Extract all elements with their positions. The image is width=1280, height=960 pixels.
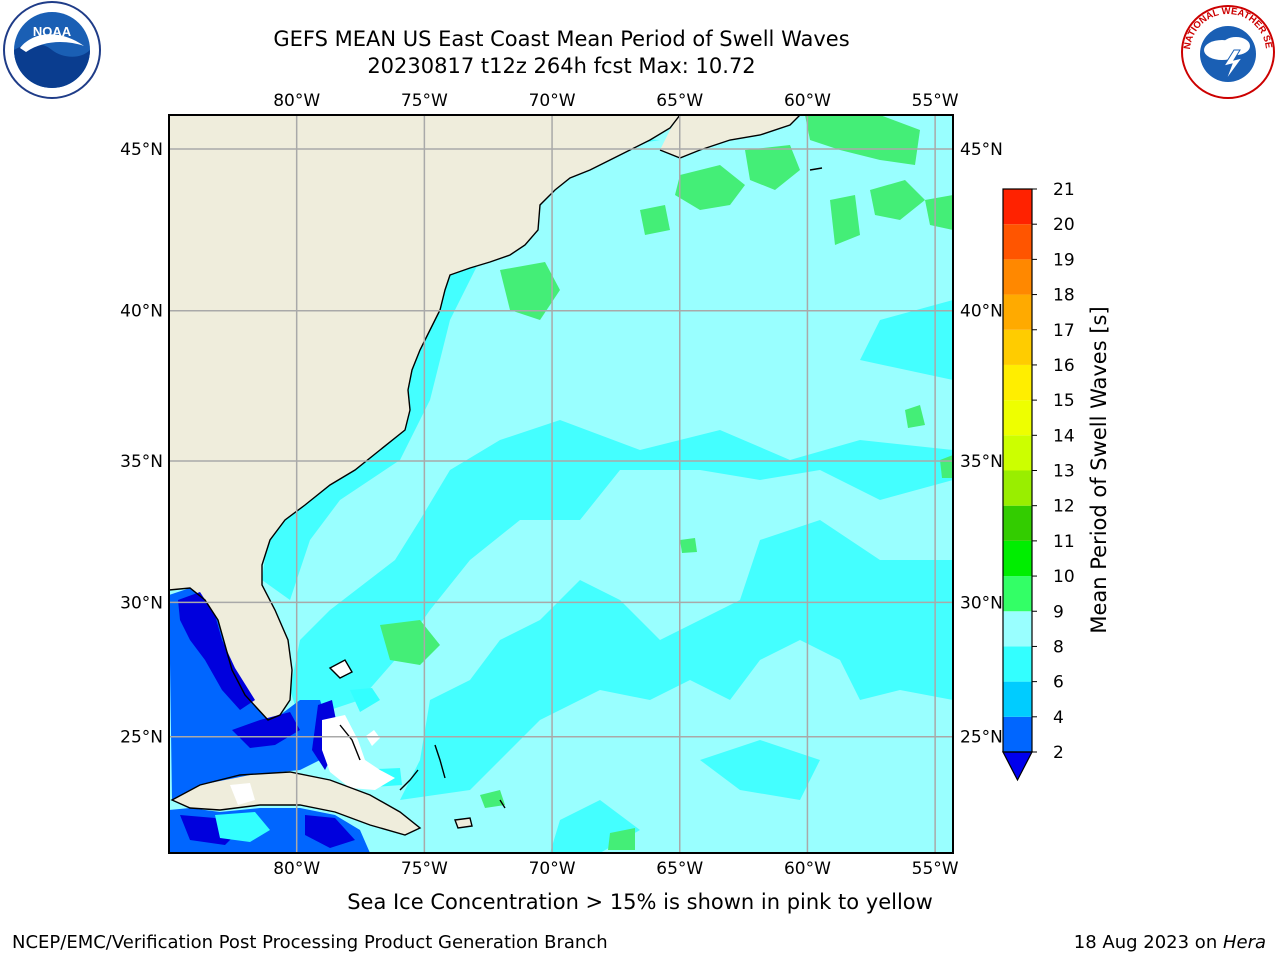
credit-text: NCEP/EMC/Verification Post Processing Pr… — [12, 932, 608, 953]
lat-label-right: 25°N — [960, 728, 1003, 748]
lon-label-top: 55°W — [912, 91, 959, 111]
colorbar-tick-label: 16 — [1053, 356, 1075, 376]
lon-label-top: 70°W — [529, 91, 576, 111]
lat-label-left: 30°N — [120, 593, 163, 613]
lon-labels-bottom: 80°W 75°W 70°W 65°W 60°W 55°W — [273, 859, 959, 879]
colorbar-segment — [1003, 470, 1032, 506]
colorbar-segment — [1003, 646, 1032, 682]
lat-label-right: 30°N — [960, 593, 1003, 613]
lon-label-top: 65°W — [656, 91, 703, 111]
sea-ice-note: Sea Ice Concentration > 15% is shown in … — [347, 890, 933, 914]
host-name: Hera — [1222, 932, 1266, 953]
lon-label-bottom: 60°W — [784, 859, 831, 879]
colorbar-segment — [1003, 400, 1032, 436]
colorbar-tick-label: 11 — [1053, 532, 1075, 552]
date-stamp: 18 Aug 2023 on Hera — [1074, 932, 1266, 953]
colorbar-segment — [1003, 364, 1032, 401]
swell-band-9-10 — [380, 115, 953, 850]
colorbar-label: Mean Period of Swell Waves [s] — [1087, 306, 1111, 633]
colorbar-tick-label: 17 — [1053, 321, 1075, 341]
lat-label-right: 40°N — [960, 302, 1003, 322]
colorbar-segment — [1003, 716, 1032, 752]
colorbar-tick-label: 18 — [1053, 286, 1075, 306]
colorbar-tick-label: 8 — [1053, 637, 1064, 657]
noaa-logo: NOAA — [3, 1, 101, 99]
noaa-logo-text: NOAA — [33, 24, 72, 39]
colorbar-segment — [1003, 329, 1032, 365]
colorbar-segment — [1003, 540, 1032, 577]
lon-label-bottom: 55°W — [912, 859, 959, 879]
lat-label-left: 25°N — [120, 728, 163, 748]
swell-band-under-2 — [178, 592, 355, 848]
colorbar-tick-label: 4 — [1053, 708, 1064, 728]
colorbar-segment — [1003, 505, 1032, 541]
colorbar-segment — [1003, 435, 1032, 471]
colorbar-tick-label: 10 — [1053, 567, 1075, 587]
colorbar-segment — [1003, 224, 1032, 260]
nws-logo: NATIONAL WEATHER SERVICE — [1176, 0, 1275, 99]
lat-label-right: 45°N — [960, 140, 1003, 160]
colorbar-tick-label: 12 — [1053, 497, 1075, 517]
colorbar-tick-label: 13 — [1053, 462, 1075, 482]
colorbar-segment — [1003, 611, 1032, 647]
colorbar-segment — [1003, 189, 1032, 225]
colorbar-tick-label: 14 — [1053, 426, 1075, 446]
map-frame — [168, 114, 954, 854]
colorbar-tick-label: 19 — [1053, 250, 1075, 270]
colorbar-segment — [1003, 259, 1032, 295]
lat-label-left: 40°N — [120, 302, 163, 322]
map-area — [169, 115, 953, 853]
colorbar-segment — [1003, 576, 1032, 612]
lon-label-bottom: 80°W — [273, 859, 320, 879]
lat-labels-left: 45°N 40°N 35°N 30°N 25°N — [120, 140, 163, 748]
lon-label-bottom: 75°W — [401, 859, 448, 879]
colorbar-tick-label: 20 — [1053, 215, 1075, 235]
lat-label-left: 35°N — [120, 452, 163, 472]
map-title: GEFS MEAN US East Coast Mean Period of S… — [273, 27, 850, 51]
map-subtitle: 20230817 t12z 264h fcst Max: 10.72 — [367, 54, 756, 78]
colorbar-under-arrow — [1002, 751, 1033, 782]
colorbar: 2 4 6 8 9 10 11 12 13 14 15 16 17 18 19 20 21 — [1002, 180, 1075, 782]
lon-label-top: 75°W — [401, 91, 448, 111]
lon-label-bottom: 70°W — [529, 859, 576, 879]
graticule — [169, 115, 953, 853]
lon-label-top: 80°W — [273, 91, 320, 111]
lat-labels-right: 45°N 40°N 35°N 30°N 25°N — [960, 140, 1003, 748]
colorbar-tick-label: 6 — [1053, 673, 1064, 693]
colorbar-tick-label: 9 — [1053, 602, 1064, 622]
colorbar-tick-label: 21 — [1053, 180, 1075, 200]
colorbar-segment — [1003, 294, 1032, 330]
colorbar-tick-label: 2 — [1053, 743, 1064, 763]
lon-label-bottom: 65°W — [656, 859, 703, 879]
lon-label-top: 60°W — [784, 91, 831, 111]
lat-label-right: 35°N — [960, 452, 1003, 472]
colorbar-tick-label: 15 — [1053, 391, 1075, 411]
colorbar-segment — [1003, 681, 1032, 717]
lat-label-left: 45°N — [120, 140, 163, 160]
date-text: 18 Aug 2023 on — [1073, 932, 1223, 953]
lon-labels-top: 80°W 75°W 70°W 65°W 60°W 55°W — [273, 91, 959, 111]
